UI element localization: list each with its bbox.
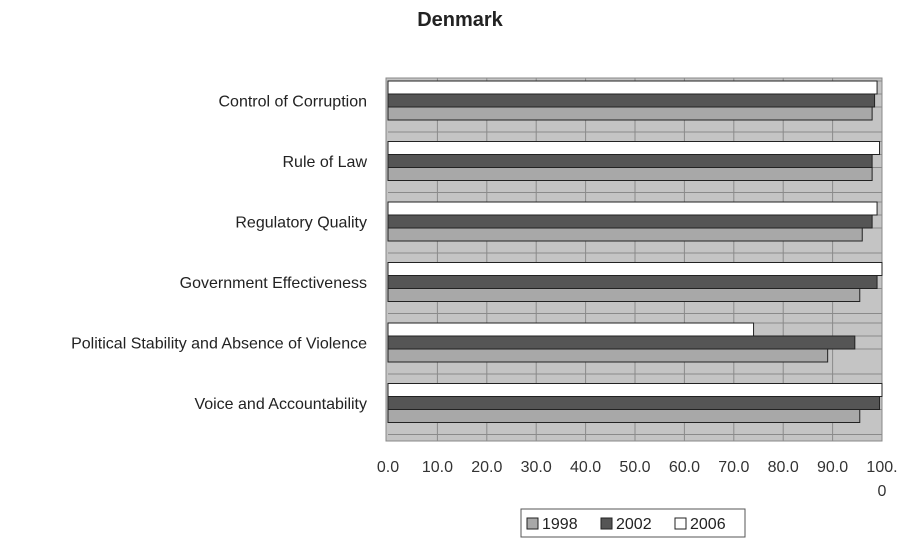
bar-2006 xyxy=(387,141,881,155)
plot-area xyxy=(385,77,883,442)
bar-2006 xyxy=(387,322,755,337)
bar-2006 xyxy=(387,262,883,276)
legend-swatch-2006 xyxy=(674,517,687,530)
bars xyxy=(387,80,883,423)
x-tick-label: 100. xyxy=(866,459,897,476)
bar-2006 xyxy=(387,201,878,216)
x-tick-label: 0.0 xyxy=(377,459,399,476)
legend-swatch-1998 xyxy=(526,517,539,530)
bar-1998 xyxy=(387,106,873,121)
legend: 1998 2002 2006 xyxy=(520,508,746,538)
category-label: Government Effectiveness xyxy=(180,275,367,292)
bar-1998 xyxy=(387,227,863,242)
bar-2002 xyxy=(387,275,878,289)
x-tick-label: 50.0 xyxy=(619,459,650,476)
x-tick-label: 80.0 xyxy=(768,459,799,476)
bar-2002 xyxy=(387,93,876,108)
bar-2006 xyxy=(387,383,883,397)
x-tick-label: 90.0 xyxy=(817,459,848,476)
x-tick-label-wrap: 0 xyxy=(878,483,887,500)
category-label: Voice and Accountability xyxy=(194,396,367,413)
x-tick-label: 30.0 xyxy=(521,459,552,476)
bar-1998 xyxy=(387,288,861,302)
bar-1998 xyxy=(387,348,829,363)
x-tick-label: 40.0 xyxy=(570,459,601,476)
category-labels: Control of Corruption Rule of Law Regulato… xyxy=(71,94,367,414)
bar-1998 xyxy=(387,167,873,181)
category-label: Political Stability and Absence of Viole… xyxy=(71,336,367,353)
x-tick-label: 70.0 xyxy=(718,459,749,476)
bar-2006 xyxy=(387,80,878,95)
x-tick-label: 20.0 xyxy=(471,459,502,476)
bar-1998 xyxy=(387,409,861,423)
category-label: Control of Corruption xyxy=(218,94,367,111)
category-label: Regulatory Quality xyxy=(235,215,367,232)
legend-label: 1998 xyxy=(542,516,578,533)
chart-title: Denmark xyxy=(417,9,503,31)
bar-2002 xyxy=(387,154,873,168)
bar-2002 xyxy=(387,214,873,229)
legend-label: 2006 xyxy=(690,516,726,533)
x-tick-label: 10.0 xyxy=(422,459,453,476)
category-label: Rule of Law xyxy=(283,154,368,171)
legend-box xyxy=(520,508,746,538)
bar-2002 xyxy=(387,335,856,350)
x-tick-label: 60.0 xyxy=(669,459,700,476)
legend-label: 2002 xyxy=(616,516,652,533)
legend-swatch-2002 xyxy=(600,517,613,530)
bar-2002 xyxy=(387,396,881,410)
x-axis-ticks: 0.0 10.0 20.0 30.0 40.0 50.0 60.0 70.0 80.0 90.0 1… xyxy=(377,459,898,500)
